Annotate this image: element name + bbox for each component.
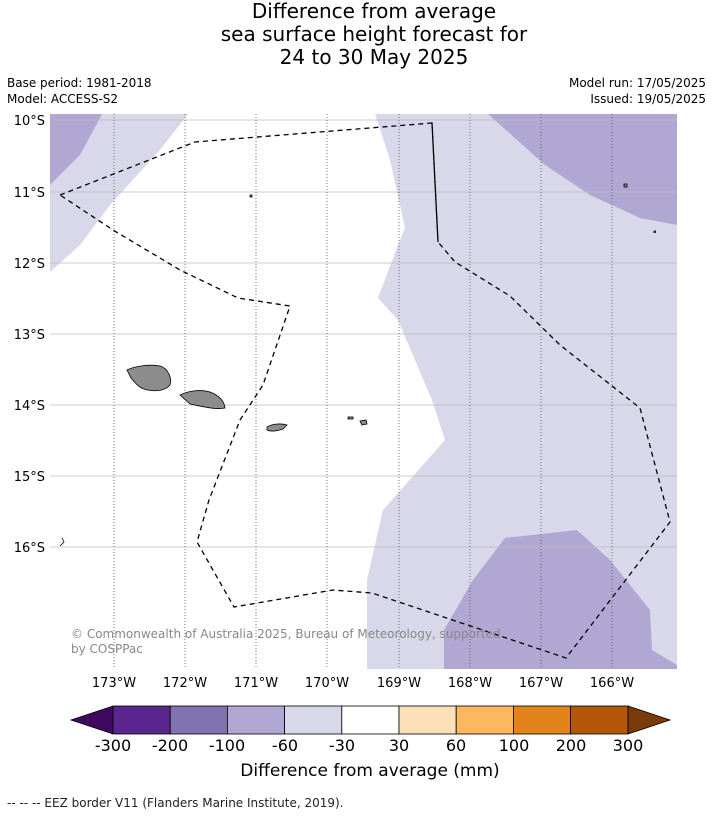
lat-label-10s: 10°S [14, 114, 45, 129]
cbar-tick-minus30: -30 [329, 736, 355, 755]
cbar-tick-minus200: -200 [152, 736, 188, 755]
colorbar-extend-low [69, 705, 114, 735]
meta-left: Base period: 1981-2018 Model: ACCESS-S2 [7, 75, 152, 107]
islet-east-1 [623, 183, 628, 188]
colorbar-segment-5 [341, 705, 400, 735]
lon-label-170w: 170°W [305, 676, 349, 691]
eez-border-samoa [59, 122, 671, 659]
lon-label-173w: 173°W [92, 676, 136, 691]
meta-right: Model run: 17/05/2025 Issued: 19/05/2025 [569, 75, 706, 107]
colorbar-segment-8 [513, 705, 572, 735]
islet-west [59, 537, 65, 547]
lon-label-171w: 171°W [234, 676, 278, 691]
island-savaii [126, 364, 171, 392]
longitude-labels: 173°W 172°W 171°W 170°W 169°W 168°W 167°… [92, 676, 634, 691]
lat-label-16s: 16°S [14, 541, 45, 556]
colorbar-ticks: -300 -200 -100 -60 -30 30 60 100 200 300 [95, 736, 643, 755]
island-manua [359, 419, 368, 426]
lat-label-15s: 15°S [14, 470, 45, 485]
islet-swains [249, 194, 253, 198]
longitude-gridlines [113, 114, 613, 669]
title-line-1: Difference from average [251, 0, 497, 23]
lat-label-14s: 14°S [14, 399, 45, 414]
island-tutuila [266, 423, 288, 432]
island-upolu [179, 390, 226, 409]
latitude-labels: 10°S 11°S 12°S 13°S 14°S 15°S 16°S [14, 114, 45, 556]
model-name: Model: ACCESS-S2 [7, 92, 119, 106]
issued-date: Issued: 19/05/2025 [590, 92, 706, 106]
anomaly-zone-light-east [367, 114, 677, 669]
colorbar-segment-7 [455, 705, 514, 735]
colorbar-extend-high [627, 705, 672, 735]
cbar-tick-100: 100 [499, 736, 530, 755]
islet-east-2 [653, 230, 656, 233]
lat-label-13s: 13°S [14, 328, 45, 343]
lat-label-11s: 11°S [14, 186, 45, 201]
cbar-tick-30: 30 [389, 736, 409, 755]
anomaly-zone-mid-bottom [444, 530, 677, 669]
colorbar-segment-4 [284, 705, 343, 735]
cbar-tick-minus100: -100 [209, 736, 245, 755]
islet-manua-small [347, 416, 354, 420]
eez-border-east [431, 122, 439, 243]
lat-label-12s: 12°S [14, 257, 45, 272]
base-period: Base period: 1981-2018 [7, 76, 152, 90]
lon-label-172w: 172°W [163, 676, 207, 691]
map-area: © Commonwealth of Australia 2025, Bureau… [50, 114, 677, 669]
anomaly-zone-light-topleft [50, 114, 188, 272]
lon-label-167w: 167°W [519, 676, 563, 691]
cbar-tick-300: 300 [613, 736, 644, 755]
colorbar-segment-6 [398, 705, 457, 735]
eez-footnote: -- -- -- EEZ border V11 (Flanders Marine… [7, 796, 344, 810]
cbar-tick-minus60: -60 [272, 736, 298, 755]
anomaly-zone-mid-topleft [50, 114, 102, 185]
latitude-gridlines [50, 119, 677, 548]
colorbar [69, 705, 672, 735]
model-run: Model run: 17/05/2025 [568, 76, 706, 90]
chart-title: Difference from average sea surface heig… [0, 0, 713, 69]
land-masses [59, 183, 656, 547]
colorbar-segment-1 [112, 705, 171, 735]
lon-label-168w: 168°W [448, 676, 492, 691]
colorbar-segment-2 [169, 705, 228, 735]
colorbar-segment-9 [570, 705, 629, 735]
cbar-tick-60: 60 [446, 736, 466, 755]
lon-label-169w: 169°W [377, 676, 421, 691]
anomaly-zone-mid-topright [488, 114, 677, 225]
colorbar-label: Difference from average (mm) [240, 761, 500, 781]
copyright-line-1: © Commonwealth of Australia 2025, Bureau… [71, 627, 501, 641]
title-line-3: 24 to 30 May 2025 [279, 45, 469, 69]
cbar-tick-minus300: -300 [95, 736, 131, 755]
title-line-2: sea surface height forecast for [220, 22, 528, 46]
copyright-line-2: by COSPPac [71, 642, 143, 656]
lon-label-166w: 166°W [590, 676, 634, 691]
colorbar-segment-3 [226, 705, 285, 735]
cbar-tick-200: 200 [556, 736, 587, 755]
